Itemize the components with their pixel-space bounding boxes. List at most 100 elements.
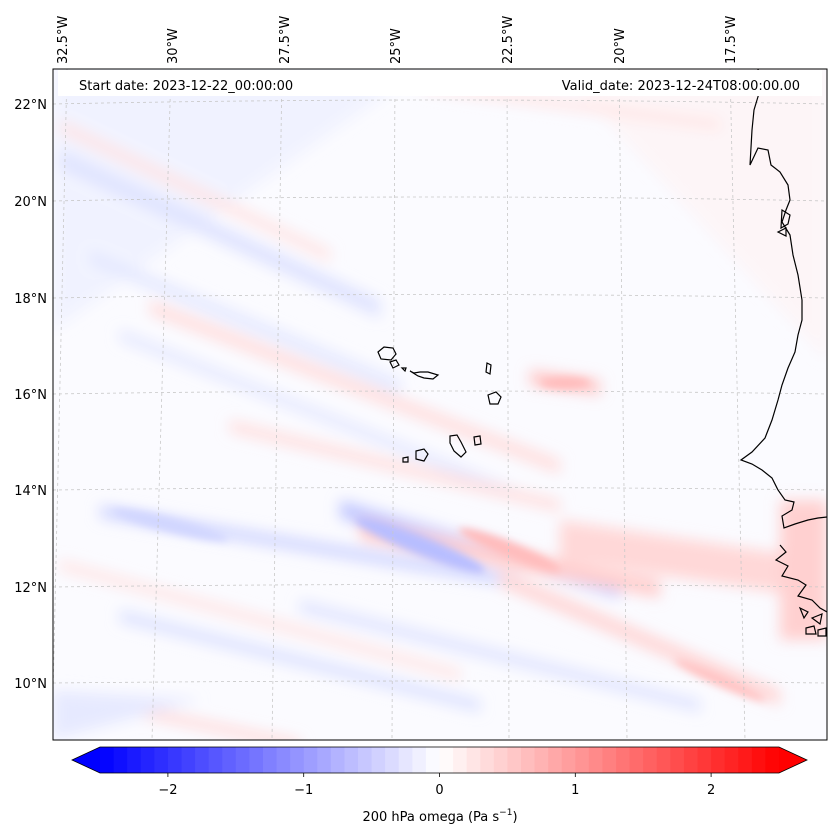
island-boa-vista (487, 391, 502, 405)
valid-date-label: Valid_date: 2023-12-24T08:00:00.00 (562, 79, 800, 94)
coast-inlet (776, 208, 791, 237)
colorbar-tick-label: −1 (294, 783, 313, 798)
colorbar-bin (738, 747, 753, 773)
lat-tick-label: 10°N (14, 677, 47, 692)
colorbar-bin (561, 747, 576, 773)
map-gridlines (53, 69, 827, 740)
cape-verde-islands (377, 346, 502, 463)
colorbar-bin (697, 747, 712, 773)
lon-tick-label: 22.5°W (501, 16, 516, 64)
colorbar-bin (466, 747, 481, 773)
colorbar-label: 200 hPa omega (Pa s−1) (362, 808, 517, 825)
colorbar-bin (167, 747, 183, 773)
colorbar-bin (371, 747, 386, 773)
colorbar-outline (71, 746, 808, 774)
colorbar-bin (398, 747, 413, 773)
colorbar-bin (358, 747, 373, 773)
colorbar-bin (520, 747, 536, 773)
colorbar-bin (330, 747, 346, 773)
lon-tick-label: 25°W (389, 28, 404, 64)
colorbar-bin (317, 747, 332, 773)
lat-tick-label: 14°N (14, 484, 47, 499)
lon-tick-label: 30°W (166, 28, 181, 64)
colorbar-bin (724, 747, 739, 773)
colorbar-bin (235, 747, 250, 773)
colorbar-bin (602, 747, 617, 773)
island-santo-antao (377, 346, 397, 361)
colorbar-bin (453, 747, 468, 773)
lon-tick-label: 32.5°W (56, 16, 71, 64)
colorbar-bin (195, 747, 210, 773)
colorbar-extend-min (72, 747, 100, 773)
colorbar-bin (344, 747, 359, 773)
colorbar-bin (765, 747, 780, 773)
bijagos-islands (798, 606, 827, 637)
colorbar-bin (616, 747, 631, 773)
colorbar-bin (670, 747, 685, 773)
colorbar-bin (140, 747, 155, 773)
island-santiago (449, 434, 467, 458)
colorbar-bin (276, 747, 291, 773)
island-sal (485, 362, 492, 375)
colorbar-bin (385, 747, 400, 773)
colorbar-bin (588, 747, 604, 773)
island-brava (402, 456, 409, 463)
lon-tick-label: 17.5°W (724, 16, 739, 64)
colorbar-bin (425, 747, 441, 773)
colorbar-bin (683, 747, 699, 773)
colorbar-bin (154, 747, 169, 773)
map-header-strip (58, 70, 822, 96)
colorbar-tick-labels: −2 −1 0 1 2 (158, 783, 715, 798)
colorbar-bin (290, 747, 305, 773)
colorbar-bin (643, 747, 658, 773)
colorbar-label-main: 200 hPa omega (Pa s (362, 810, 499, 825)
colorbar-bin (303, 747, 318, 773)
colorbar-bin (629, 747, 644, 773)
lon-tick-labels: 32.5°W 30°W 27.5°W 25°W 22.5°W 20°W 17.5… (56, 16, 739, 64)
colorbar-bin (751, 747, 767, 773)
colorbar-bin (711, 747, 726, 773)
colorbar-bin (222, 747, 237, 773)
colorbar-tick-label: −2 (158, 783, 177, 798)
colorbar-bin (548, 747, 563, 773)
island-maio (473, 435, 482, 446)
coastline (739, 69, 827, 637)
colorbar-bin (208, 747, 223, 773)
colorbar-bin (507, 747, 522, 773)
start-date-label: Start date: 2023-12-22_00:00:00 (79, 79, 293, 94)
lat-tick-label: 20°N (14, 195, 47, 210)
island-santa-luzia (400, 367, 407, 373)
colorbar-bin (262, 747, 278, 773)
island-sao-vicente (389, 359, 400, 369)
colorbar-tick-label: 2 (707, 783, 715, 798)
colorbar-bins (100, 747, 780, 773)
colorbar-bin (439, 747, 454, 773)
colorbar-extend-max (779, 747, 807, 773)
colorbar-bin (113, 747, 128, 773)
lat-tick-label: 16°N (14, 388, 47, 403)
colorbar-bin (480, 747, 495, 773)
lon-tick-label: 20°W (613, 28, 628, 64)
colorbar-tick-label: 0 (435, 783, 443, 798)
colorbar: −2 −1 0 1 2 200 hPa omega (Pa s−1) (71, 746, 808, 825)
island-sao-nicolau (409, 370, 440, 380)
lat-tick-label: 12°N (14, 581, 47, 596)
colorbar-ticks (167, 773, 712, 777)
africa-coastline (739, 69, 827, 529)
colorbar-tick-label: 1 (571, 783, 579, 798)
guinea-coastline (774, 544, 827, 613)
colorbar-bin (127, 747, 142, 773)
colorbar-label-end: ) (512, 810, 517, 825)
colorbar-bin (100, 747, 115, 773)
colorbar-bin (181, 747, 196, 773)
map-frame (52, 68, 828, 741)
colorbar-bin (656, 747, 671, 773)
colorbar-label-sup: −1 (499, 808, 512, 818)
lon-tick-label: 27.5°W (278, 16, 293, 64)
colorbar-bin (493, 747, 508, 773)
lat-tick-label: 22°N (14, 98, 47, 113)
colorbar-bin (534, 747, 549, 773)
colorbar-bin (412, 747, 427, 773)
lat-tick-labels: 22°N 20°N 18°N 16°N 14°N 12°N 10°N (14, 98, 47, 692)
